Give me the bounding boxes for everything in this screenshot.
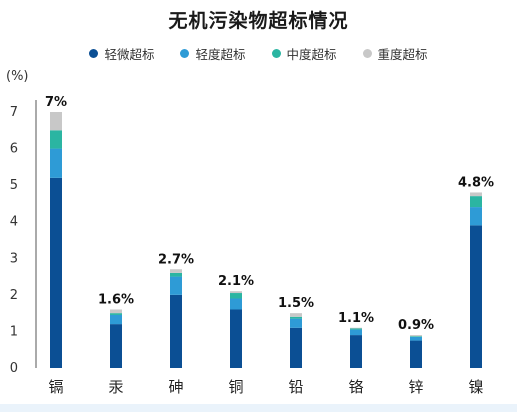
bar-segment: [110, 313, 122, 315]
y-tick-label: 0: [10, 361, 18, 376]
x-tick-label: 汞: [108, 378, 123, 396]
y-tick-label: 4: [10, 215, 18, 230]
bar-segment: [290, 327, 302, 368]
bar-segment: [470, 207, 482, 226]
bar-segment: [350, 328, 362, 330]
y-tick-label: 3: [10, 251, 18, 266]
data-label: 4.8%: [458, 175, 494, 190]
x-tick-label: 镍: [468, 378, 483, 396]
data-label: 1.6%: [98, 292, 134, 307]
legend-dot-light: [89, 49, 99, 58]
legend-label-moderate: 中度超标: [286, 47, 337, 62]
legend-item-light: 轻微超标: [89, 44, 154, 63]
data-label: 7%: [45, 95, 67, 110]
bar-segment: [170, 272, 182, 277]
bar-segment: [50, 148, 62, 178]
legend-item-severe: 重度超标: [362, 44, 428, 63]
bar-segment: [110, 309, 122, 314]
bar-segment: [110, 324, 122, 368]
y-tick-label: 5: [10, 178, 18, 193]
bar-segment: [410, 335, 422, 337]
bar-segment: [470, 225, 482, 368]
bar-segment: [350, 335, 362, 368]
legend-item-mild: 轻度超标: [180, 44, 246, 63]
bar-segment: [410, 336, 422, 337]
y-tick-label: 2: [10, 288, 18, 303]
x-tick-label: 镉: [48, 378, 63, 396]
bar-segment: [50, 112, 62, 131]
bar-segment: [350, 329, 362, 336]
bar-segment: [170, 269, 182, 273]
y-tick-label: 7: [10, 105, 18, 120]
data-label: 0.9%: [398, 318, 434, 333]
y-tick-label: 1: [10, 324, 18, 339]
y-tick-label: 6: [10, 142, 18, 157]
bar-segment: [230, 298, 242, 310]
bar-segment: [350, 327, 362, 329]
bar-segment: [410, 336, 422, 341]
x-tick-label: 铅: [288, 378, 303, 396]
bar-segment: [290, 318, 302, 328]
bar-segment: [290, 316, 302, 319]
data-label: 1.1%: [338, 311, 374, 326]
legend-dot-severe: [362, 49, 372, 58]
bar-segment: [110, 314, 122, 325]
data-label: 2.1%: [218, 274, 254, 289]
bar-segment: [230, 291, 242, 294]
legend-item-moderate: 中度超标: [271, 44, 337, 63]
legend-dot-moderate: [271, 49, 281, 58]
bar-segment: [230, 309, 242, 368]
bar-segment: [230, 293, 242, 299]
data-label: 2.7%: [158, 252, 194, 267]
bar-segment: [170, 276, 182, 295]
bar-segment: [470, 196, 482, 208]
x-tick-label: 铬: [348, 378, 363, 396]
x-tick-label: 锌: [408, 378, 423, 396]
y-axis-unit: (%): [6, 69, 29, 84]
bottom-strip: [0, 404, 517, 412]
bar-segment: [410, 340, 422, 368]
legend-label-light: 轻微超标: [104, 47, 155, 62]
x-tick-label: 砷: [168, 378, 183, 396]
bar-segment: [50, 177, 62, 368]
chart-title: 无机污染物超标情况: [168, 10, 349, 32]
bar-segment: [170, 294, 182, 368]
legend-label-mild: 轻度超标: [195, 47, 246, 62]
bar-segment: [50, 130, 62, 149]
data-label: 1.5%: [278, 296, 314, 311]
legend-label-severe: 重度超标: [377, 47, 428, 62]
legend: 轻微超标 轻度超标 中度超标 重度超标: [0, 44, 517, 63]
bar-segment: [470, 192, 482, 197]
x-tick-label: 铜: [228, 378, 243, 396]
legend-dot-mild: [180, 49, 190, 58]
bar-segment: [290, 313, 302, 317]
